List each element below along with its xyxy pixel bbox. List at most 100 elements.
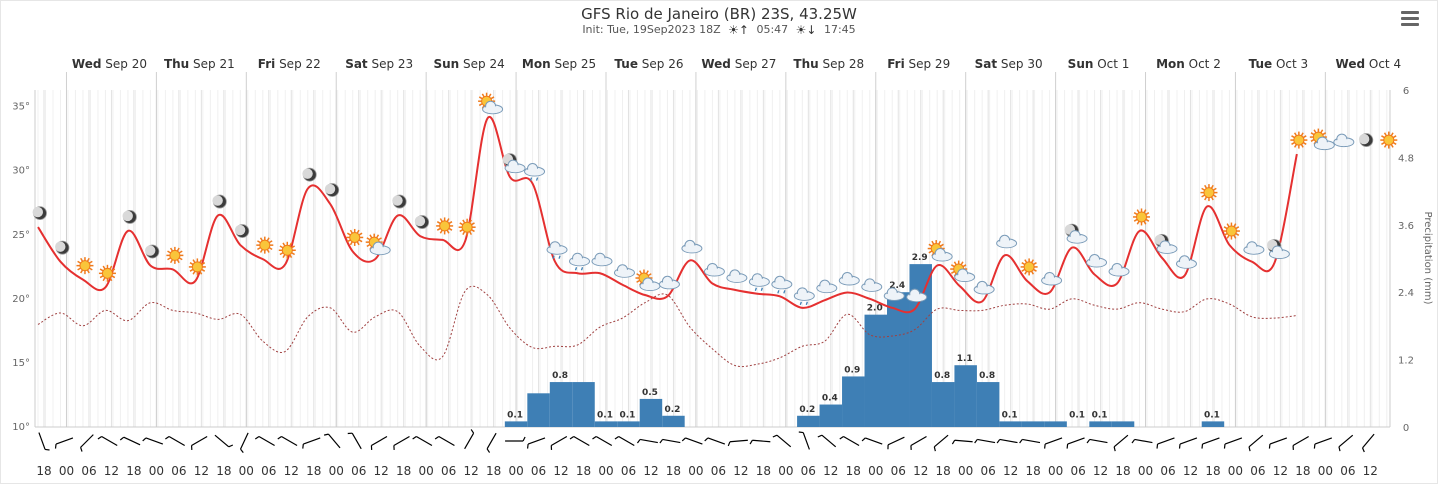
sun-ray <box>99 268 104 272</box>
cloud-rain-icon <box>793 287 815 306</box>
sun-icon <box>98 264 116 282</box>
sun-ray <box>1390 144 1394 148</box>
wind-barb <box>54 444 57 449</box>
sun-ray <box>446 218 450 222</box>
precip-bar-label: 2.4 <box>889 281 905 291</box>
moon-cloud-icon <box>502 153 526 174</box>
wind-barb-icon <box>119 436 141 446</box>
day-date: Sep 22 <box>275 57 321 71</box>
hour-label: 00 <box>1318 464 1333 478</box>
sun-ray <box>176 259 180 264</box>
precip-tick-label: 0 <box>1403 423 1409 434</box>
cloud-icon <box>1333 133 1355 148</box>
hour-label: 12 <box>553 464 568 478</box>
cloud-rain-icon <box>524 163 546 181</box>
day-date: Sep 29 <box>905 57 951 71</box>
sun-ray <box>1024 259 1028 263</box>
wind-shaft <box>1248 434 1264 448</box>
rain-drop <box>783 290 786 294</box>
hour-label: 12 <box>374 464 389 478</box>
hamburger-menu-icon[interactable] <box>1401 11 1419 26</box>
sun-ray <box>289 254 293 259</box>
cloud-fill <box>615 269 634 277</box>
cloud-fill <box>570 258 589 266</box>
wind-barb <box>1044 444 1046 449</box>
cloud-icon <box>838 271 860 286</box>
wind-barb <box>951 439 956 445</box>
sun-ray <box>99 275 104 279</box>
moon-lit <box>55 241 66 252</box>
sun-ray <box>189 268 194 272</box>
sun-ray <box>931 240 935 245</box>
hour-label: 00 <box>419 464 434 478</box>
sun-ray <box>448 227 453 231</box>
hour-label: 18 <box>126 464 141 478</box>
moon-lit <box>212 195 223 206</box>
day-dow: Mon <box>522 57 551 71</box>
wind-shaft <box>416 435 433 447</box>
rain-drop <box>574 267 578 271</box>
precip-bar-label: 0.1 <box>1002 410 1018 420</box>
wind-barb-icon <box>323 433 341 449</box>
sun-ray <box>953 261 957 266</box>
wind-barb-icon <box>393 435 410 451</box>
sun-ray <box>1381 141 1385 145</box>
hour-label: 00 <box>688 464 703 478</box>
sun-ray <box>459 222 464 226</box>
wind-shaft <box>999 438 1018 444</box>
wind-shaft <box>550 435 568 447</box>
wind-barb <box>861 437 866 442</box>
wind-barb <box>526 444 529 449</box>
precip-bar <box>504 421 528 427</box>
sun-ray <box>1145 212 1150 216</box>
cloud-icon <box>861 278 883 292</box>
precip-bar <box>527 393 550 427</box>
moon-icon <box>55 240 70 255</box>
day-dow: Fri <box>258 57 275 71</box>
wind-shaft <box>1202 437 1220 445</box>
precip-bar-label: 1.1 <box>957 354 973 364</box>
sun-ray <box>950 270 955 274</box>
day-dow: Thu <box>164 57 189 71</box>
sun-ray <box>1136 209 1140 213</box>
sun-ray <box>960 261 964 266</box>
wind-barb-icon <box>1268 437 1288 449</box>
wind-barb <box>1178 444 1181 449</box>
moon-icon <box>302 167 317 182</box>
cloud-fill <box>1315 141 1334 150</box>
sun-disc <box>349 231 361 243</box>
wind-shaft <box>351 432 362 450</box>
cloud-fill <box>817 285 836 293</box>
wind-barb-icon <box>910 435 927 451</box>
wind-barb-icon <box>1361 433 1375 453</box>
cloud-fill <box>933 253 952 261</box>
sun-ray <box>1300 132 1304 137</box>
wind-barb-icon <box>839 435 860 447</box>
wind-barb <box>550 445 553 451</box>
precip-bar-label: 0.1 <box>1092 410 1108 420</box>
sun-cloud-icon <box>1309 128 1335 151</box>
cloud-rain-icon <box>771 275 793 294</box>
wind-barb-icon <box>486 432 497 453</box>
moon-icon <box>1358 133 1374 147</box>
sun-disc <box>191 261 203 273</box>
temp-tick-label: 25° <box>12 230 30 241</box>
day-label: Sat Sep 30 <box>975 57 1043 71</box>
sun-ray <box>468 231 473 235</box>
hour-label: 00 <box>149 464 164 478</box>
sun-ray <box>366 243 371 248</box>
sun-ray <box>349 241 353 246</box>
temp-tick-label: 35° <box>12 102 30 113</box>
precip-bar-label: 2.0 <box>867 304 883 314</box>
temp-tick-label: 30° <box>12 166 30 177</box>
day-dow: Mon <box>1156 57 1185 71</box>
day-label: Mon Oct 2 <box>1156 57 1221 71</box>
day-label: Wed Oct 4 <box>1336 57 1402 71</box>
sun-ray <box>439 218 443 222</box>
sun-ray <box>279 252 284 256</box>
cloud-fill <box>1042 277 1061 285</box>
hour-label: 12 <box>104 464 119 478</box>
sun-ray <box>436 227 441 231</box>
sun-ray <box>349 229 353 234</box>
wind-barb-icon <box>239 432 249 454</box>
